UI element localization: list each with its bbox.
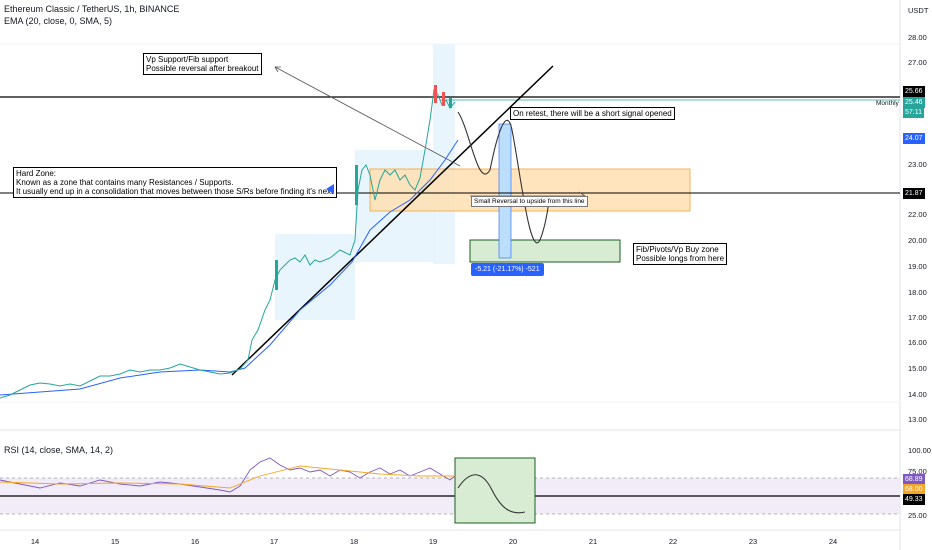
time-axis-tick: 16 <box>190 537 200 546</box>
rsi-zone-rect[interactable] <box>454 457 536 524</box>
price-axis-tick: 18.00 <box>908 288 927 297</box>
time-axis-tick: 18 <box>349 537 359 546</box>
small-reversal-note[interactable]: Small Reversal to upside from this line <box>471 196 588 207</box>
price-axis-tick: 23.00 <box>908 160 927 169</box>
upper-line-price-tag: 25.66 <box>903 86 925 97</box>
buy-zone-line1: Fib/Pivots/Vp Buy zone <box>636 245 719 254</box>
buy-zone-rect[interactable] <box>469 239 621 263</box>
time-axis-tick: 19 <box>428 537 438 546</box>
time-axis-tick: 24 <box>828 537 838 546</box>
symbol-title[interactable]: Ethereum Classic / TetherUS, 1h, BINANCE <box>4 4 180 14</box>
time-axis-tick: 20 <box>508 537 518 546</box>
rsi-line-tag: 49.33 <box>903 494 925 505</box>
rsi-axis-tick: 100.00 <box>908 446 931 455</box>
hard-zone-pointer-icon <box>326 184 334 194</box>
price-axis-tick: 15.00 <box>908 364 927 373</box>
ema-line <box>0 139 459 396</box>
vp-support-line1: Vp Support/Fib support <box>146 55 229 64</box>
buy-zone-note[interactable]: Fib/Pivots/Vp Buy zone Possible longs fr… <box>633 243 728 265</box>
monthly-label: Monthly <box>876 100 899 107</box>
hard-zone-line2: It usually end up in a consolidation tha… <box>16 187 334 196</box>
currency-label: USDT <box>908 6 929 15</box>
lower-line-price-tag: 21.87 <box>903 188 925 199</box>
last-price-tag: 25.46 <box>903 97 925 108</box>
projected-path <box>457 111 551 244</box>
time-axis-tick: 21 <box>588 537 598 546</box>
retest-note[interactable]: On retest, there will be a short signal … <box>510 107 675 120</box>
rsi-axis-tick: 75.00 <box>908 467 927 476</box>
time-axis-tick: 23 <box>748 537 758 546</box>
price-axis-tick: 22.00 <box>908 210 927 219</box>
ema-indicator-label[interactable]: EMA (20, close, 0, SMA, 5) <box>4 16 113 26</box>
measure-tool-rect[interactable] <box>498 123 512 259</box>
time-axis-tick: 14 <box>30 537 40 546</box>
volume-profile-box-1 <box>275 234 355 320</box>
price-axis-tick: 13.00 <box>908 415 927 424</box>
hard-zone-title: Hard Zone: <box>16 169 57 178</box>
price-axis-tick: 16.00 <box>908 338 927 347</box>
rsi-ma-tag: 68.00 <box>903 484 925 495</box>
time-axis-tick: 15 <box>110 537 120 546</box>
time-axis-tick: 17 <box>269 537 279 546</box>
rsi-projected-path <box>457 474 526 514</box>
rsi-tag: 68.89 <box>903 474 925 485</box>
vp-support-arrow[interactable] <box>274 66 461 167</box>
buy-zone-line2: Possible longs from here <box>636 254 725 263</box>
rsi-indicator-label[interactable]: RSI (14, close, SMA, 14, 2) <box>4 445 114 455</box>
vp-support-line2: Possible reversal after breakout <box>146 64 259 73</box>
hard-zone-line1: Known as a zone that contains many Resis… <box>16 178 234 187</box>
price-axis-tick: 19.00 <box>908 262 927 271</box>
trendline[interactable] <box>231 65 554 376</box>
measure-result-label: -5.21 (-21.17%) -521 <box>471 263 544 276</box>
hard-zone-note[interactable]: Hard Zone: Known as a zone that contains… <box>13 167 337 198</box>
rsi-axis-tick: 25.00 <box>908 511 927 520</box>
time-axis-tick: 22 <box>668 537 678 546</box>
price-axis-tick: 17.00 <box>908 313 927 322</box>
vp-support-note[interactable]: Vp Support/Fib support Possible reversal… <box>143 53 262 75</box>
ema-price-tag: 24.07 <box>903 133 925 144</box>
price-axis-tick: 28.00 <box>908 33 927 42</box>
countdown-tag: 57:11 <box>903 107 924 118</box>
price-axis-tick: 27.00 <box>908 58 927 67</box>
price-axis-tick: 20.00 <box>908 236 927 245</box>
rsi-ma-line <box>0 465 455 489</box>
volume-profile-box-3 <box>433 44 455 264</box>
candles-group[interactable] <box>0 85 456 399</box>
price-axis-tick: 14.00 <box>908 390 927 399</box>
